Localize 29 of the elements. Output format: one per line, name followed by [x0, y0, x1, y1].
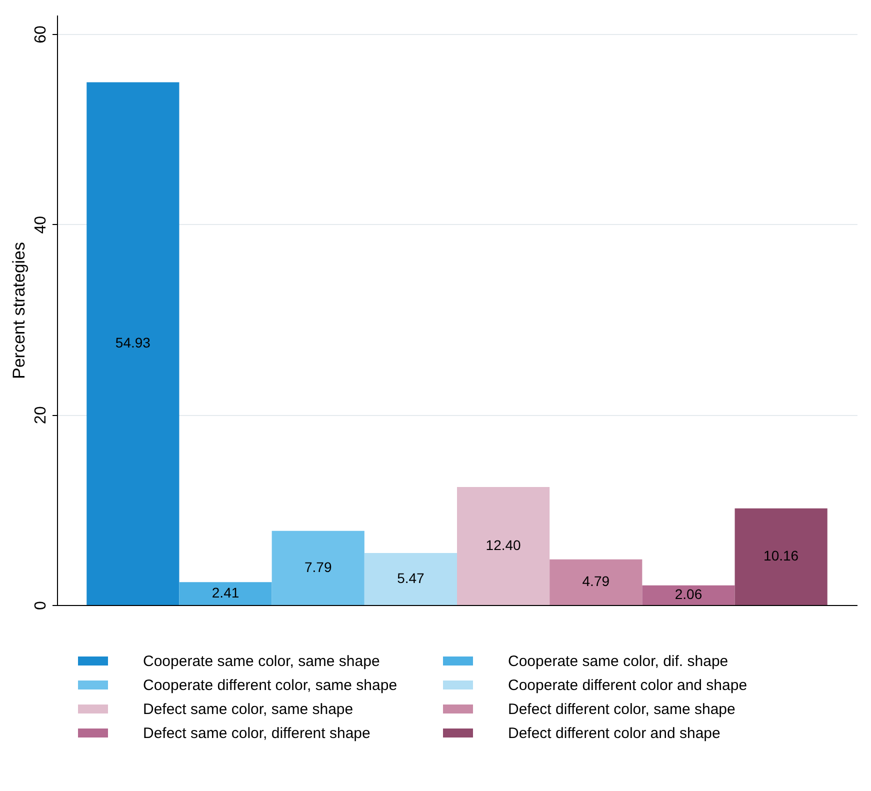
y-tick-label: 0	[32, 600, 50, 610]
legend-label: Defect different color and shape	[508, 725, 720, 742]
data-label: 12.40	[486, 537, 522, 553]
y-axis-title: Percent strategies	[10, 242, 28, 380]
legend-label: Cooperate different color and shape	[508, 677, 748, 694]
bar	[642, 585, 735, 605]
bar	[86, 82, 180, 605]
y-tick-label: 20	[32, 406, 50, 424]
y-tick-label: 40	[32, 216, 50, 234]
legend-label: Cooperate different color, same shape	[143, 677, 398, 694]
data-label: 54.93	[115, 334, 151, 351]
data-label: 4.79	[582, 573, 610, 590]
bar	[179, 582, 272, 605]
legend-label: Cooperate same color, same shape	[143, 653, 380, 670]
bar	[364, 552, 457, 605]
legend-label: Defect same color, different shape	[143, 725, 370, 742]
data-label: 7.79	[304, 558, 332, 575]
legend-label: Defect different color, same shape	[508, 701, 736, 718]
bar	[550, 559, 642, 605]
data-label: 5.47	[397, 570, 425, 586]
bar	[457, 487, 550, 605]
bar	[734, 508, 828, 605]
bar	[272, 530, 364, 605]
data-label: 10.16	[764, 548, 799, 564]
legend-label: Defect same color, same shape	[143, 701, 354, 718]
data-label: 2.41	[212, 584, 240, 601]
data-label: 2.06	[674, 586, 702, 602]
legend-label: Cooperate same color, dif. shape	[508, 653, 728, 670]
y-tick-label: 60	[32, 26, 50, 44]
